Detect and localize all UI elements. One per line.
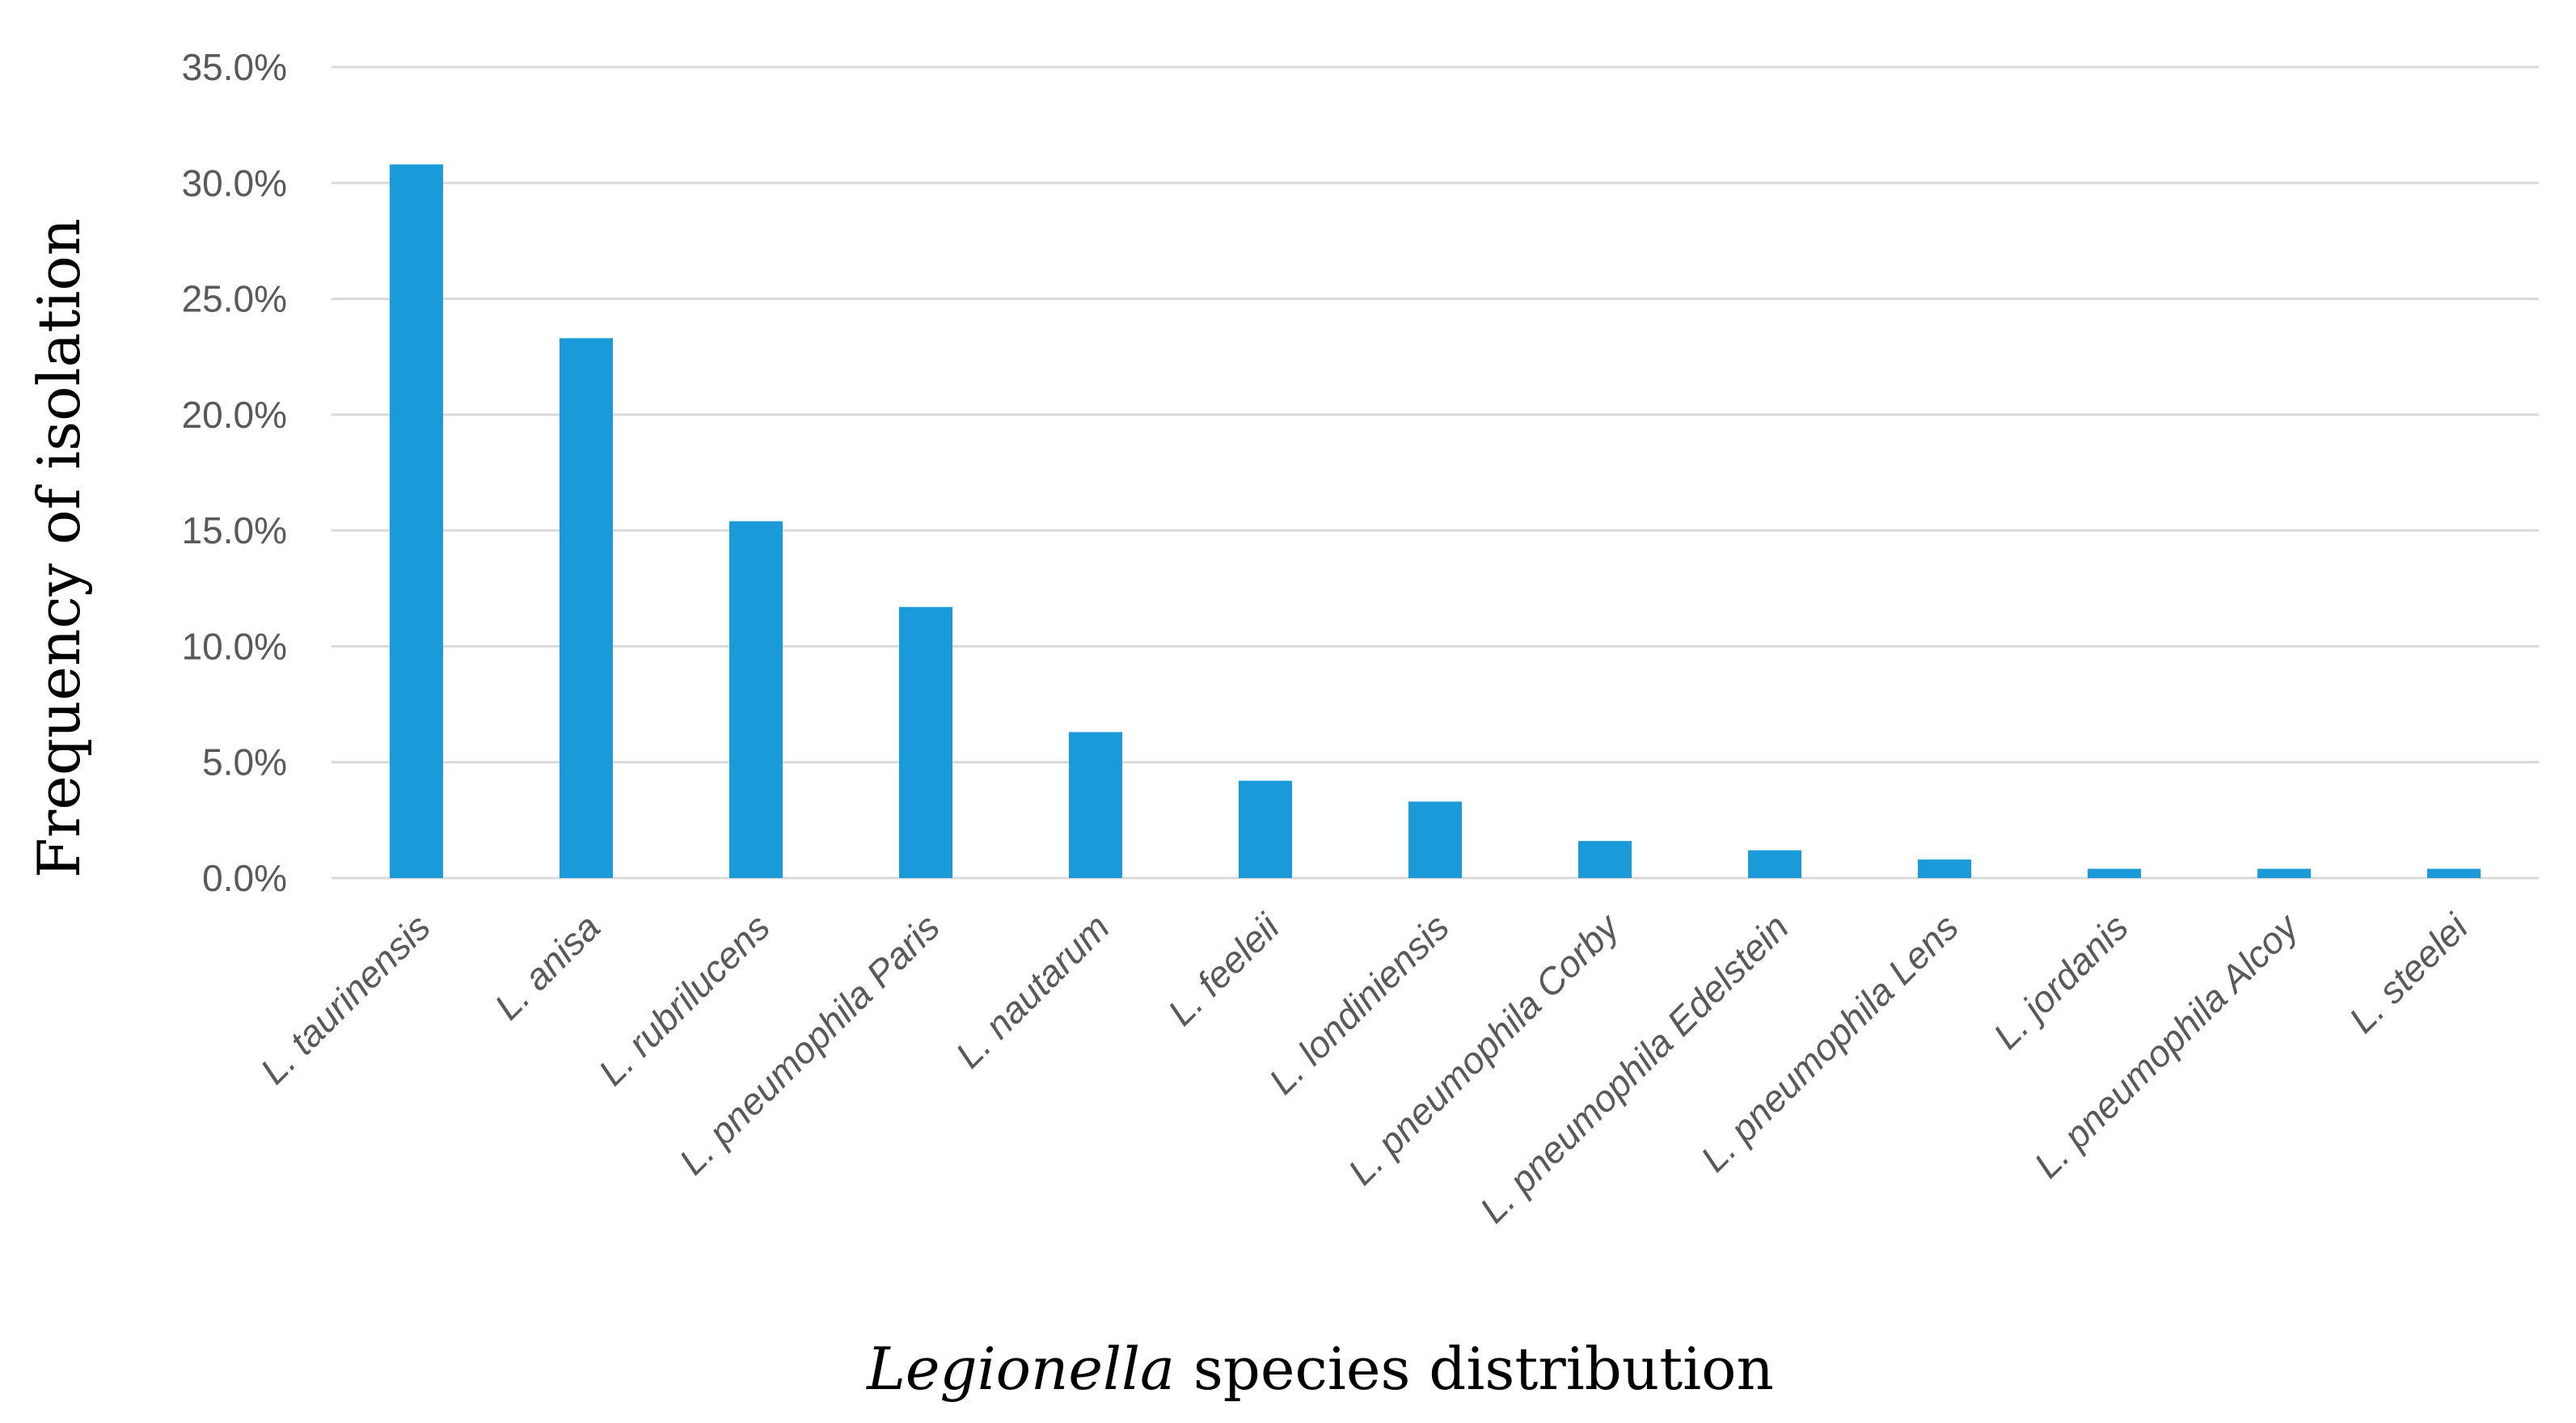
x-tick-label: L. nautarum xyxy=(948,906,1117,1075)
x-axis-title-italic: Legionella xyxy=(865,1335,1175,1403)
x-tick-label: L. anisa xyxy=(486,906,608,1028)
bar xyxy=(899,606,952,878)
x-tick-label: L. feeleii xyxy=(1159,905,1288,1033)
y-tick-label: 30.0% xyxy=(182,162,287,204)
bar xyxy=(729,521,783,878)
bar xyxy=(2257,868,2311,878)
x-tick-label: L. rubrilucens xyxy=(590,906,778,1093)
bar xyxy=(1578,841,1632,878)
x-tick-label: L. steelei xyxy=(2341,905,2477,1041)
bar xyxy=(2427,868,2481,878)
x-tick-label: L. pneumophila Corby xyxy=(1340,904,1628,1193)
bar xyxy=(390,164,443,879)
gridlines xyxy=(332,65,2539,880)
y-tick-label: 20.0% xyxy=(182,394,287,436)
y-tick-label: 35.0% xyxy=(182,46,287,88)
y-tick-labels: 0.0% 5.0% 10.0% 15.0% 20.0% 25.0% 30.0% 35.0% xyxy=(182,46,287,899)
x-tick-label: L. londiniensis xyxy=(1261,906,1457,1102)
x-tick-label: L. pneumophila Edelstein xyxy=(1472,906,1797,1231)
bar xyxy=(1748,850,1801,878)
x-tick-label: L. jordanis xyxy=(1985,906,2136,1057)
bar xyxy=(1239,780,1292,878)
bar xyxy=(1408,801,1462,878)
y-tick-label: 5.0% xyxy=(202,741,287,783)
y-axis-title: Frequency of isolation xyxy=(25,218,93,878)
bar xyxy=(1918,859,1971,878)
bar xyxy=(2088,868,2141,878)
bar xyxy=(560,338,613,878)
x-axis-title: Legionella species distribution xyxy=(865,1335,1774,1403)
y-tick-label: 0.0% xyxy=(202,857,287,899)
y-tick-label: 25.0% xyxy=(182,278,287,320)
y-tick-label: 15.0% xyxy=(182,509,287,551)
bars xyxy=(390,164,2481,879)
x-tick-label: L. taurinensis xyxy=(252,906,438,1092)
y-tick-label: 10.0% xyxy=(182,625,287,667)
bar xyxy=(1069,732,1122,878)
x-axis-title-rest: species distribution xyxy=(1175,1335,1774,1403)
